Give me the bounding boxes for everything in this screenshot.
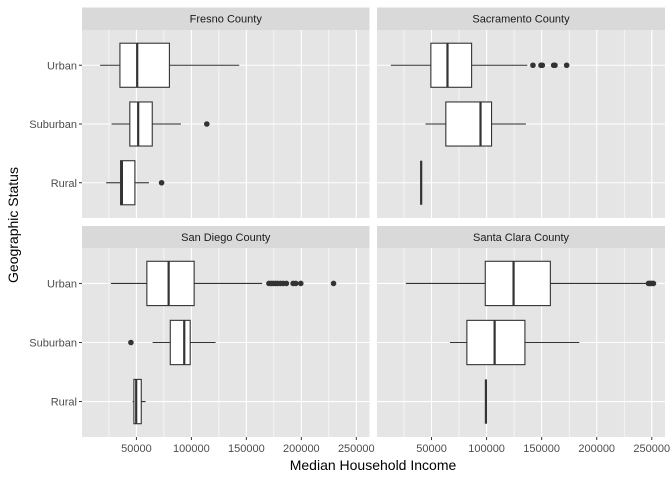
- outlier-point: [530, 62, 536, 69]
- facet-strip: [82, 7, 370, 30]
- x-axis-title: Median Household Income: [290, 457, 457, 473]
- outlier-point: [563, 62, 570, 69]
- y-tick-label: Urban: [47, 60, 77, 72]
- boxplot-suburban: [425, 101, 526, 147]
- boxplot-urban: [100, 42, 240, 88]
- y-axis-title: Geographic Status: [5, 167, 21, 283]
- facet-strip-label: Sacramento County: [472, 14, 570, 26]
- outlier-point: [539, 62, 546, 69]
- outlier-point: [297, 280, 304, 287]
- boxplot-urban: [390, 42, 570, 88]
- y-tick-label: Suburban: [29, 338, 77, 350]
- boxplot-suburban: [128, 319, 216, 366]
- box-iqr: [129, 101, 153, 147]
- outlier-point: [158, 179, 165, 186]
- facet-panel: San Diego County Rural Suburban Urban 50000 1…: [29, 226, 375, 455]
- box-iqr: [169, 319, 191, 366]
- box-iqr: [146, 260, 195, 307]
- box-iqr: [484, 260, 551, 307]
- outlier-point: [293, 280, 299, 287]
- x-tick-label: 250000: [338, 443, 375, 455]
- facet-strip-label: San Diego County: [181, 232, 271, 244]
- box-iqr: [120, 160, 136, 206]
- x-tick-label: 100000: [173, 443, 210, 455]
- facet-strip: [377, 7, 665, 30]
- outlier-point: [203, 121, 210, 127]
- outlier-point: [650, 280, 657, 287]
- y-tick-label: Rural: [51, 178, 77, 190]
- facet-panel: Sacramento County: [377, 7, 665, 218]
- box-iqr: [430, 42, 473, 88]
- x-tick-label: 200000: [578, 443, 615, 455]
- boxplot-urban: [405, 260, 657, 307]
- facet-strip-label: Santa Clara County: [473, 232, 569, 244]
- facet-strip-label: Fresno County: [190, 14, 263, 26]
- outlier-point: [552, 62, 558, 69]
- outlier-point: [128, 339, 134, 346]
- boxplot-rural: [132, 378, 146, 425]
- x-tick-label: 250000: [633, 443, 670, 455]
- x-tick-label: 150000: [523, 443, 560, 455]
- boxplot-rural: [106, 160, 165, 206]
- box-iqr: [466, 319, 526, 366]
- boxplot-urban: [110, 260, 337, 307]
- boxplot-suburban: [449, 319, 580, 366]
- y-tick-label: Rural: [51, 397, 77, 409]
- x-tick-label: 200000: [283, 443, 320, 455]
- x-tick-label: 50000: [121, 443, 152, 455]
- box-iqr: [133, 378, 142, 425]
- facet-strip: [82, 226, 370, 248]
- y-tick-label: Urban: [47, 278, 77, 290]
- y-tick-label: Suburban: [29, 119, 77, 131]
- box-iqr: [119, 42, 170, 88]
- x-tick-label: 50000: [416, 443, 447, 455]
- boxplot-suburban: [111, 101, 210, 147]
- box-iqr: [445, 101, 493, 147]
- facet-strip: [377, 226, 665, 248]
- outlier-point: [283, 280, 290, 287]
- x-tick-label: 100000: [468, 443, 505, 455]
- facet-panel: Fresno County Rural Suburban Urban: [29, 7, 370, 218]
- facet-panel: Santa Clara County 50000 100000 150000 20000…: [377, 226, 670, 455]
- x-tick-label: 150000: [228, 443, 265, 455]
- outlier-point: [330, 280, 337, 287]
